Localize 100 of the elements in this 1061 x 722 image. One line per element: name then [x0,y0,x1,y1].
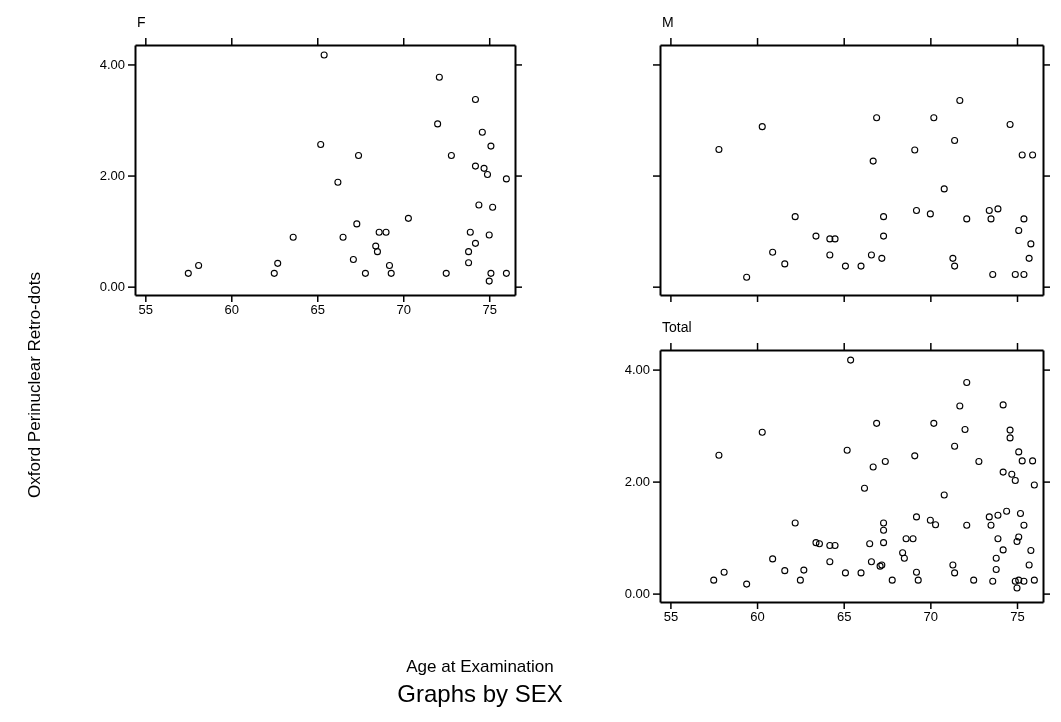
y-tick-label: 4.00 [624,362,650,378]
point [339,233,347,241]
point [434,120,442,128]
point [743,273,751,281]
x-tick-label: 60 [750,609,765,625]
point [361,269,369,277]
point [502,175,510,183]
y-tick-label: 2.00 [99,168,125,184]
point [951,262,959,270]
point [483,170,492,178]
point [353,220,361,228]
point [471,162,479,170]
point [912,207,921,215]
point [857,262,865,270]
point [487,142,495,150]
chart-title: Total [662,319,692,335]
point [769,248,777,256]
point [989,270,997,278]
x-tick-label: 55 [138,302,154,318]
y-tick-label: 4.00 [99,57,125,73]
point [471,95,479,103]
point [502,269,510,277]
point [489,203,497,211]
point [466,228,474,236]
point [1020,270,1028,278]
point [880,232,888,240]
y-tick-label: 0.00 [99,279,125,295]
point [404,214,412,222]
point [781,260,789,268]
point [930,114,938,122]
point [826,235,834,243]
point [873,114,881,122]
x-tick-label: 65 [310,302,325,318]
point [487,269,495,277]
point [471,239,479,247]
point [354,152,363,160]
point [994,205,1002,213]
point [465,259,473,267]
point [334,178,342,186]
point [270,269,278,277]
chart-title: F [137,14,146,30]
point [289,233,297,241]
point [963,215,971,223]
x-axis-title: Age at Examination [406,657,554,676]
point [869,157,877,165]
point [1029,151,1037,159]
point [926,210,934,218]
point [831,235,839,243]
x-tick-label: 60 [224,302,240,318]
point [447,152,455,160]
point [274,259,282,267]
point [940,185,948,193]
chart-title: M [662,14,674,30]
point [715,145,723,153]
point [1015,227,1023,235]
point [320,51,328,59]
point [1018,151,1026,159]
point [949,254,957,262]
point [812,232,820,240]
point [956,97,964,105]
point [985,207,993,215]
x-tick-label: 70 [396,302,411,318]
point [911,146,919,154]
point [485,277,493,285]
point [475,201,483,209]
y-tick-label: 0.00 [624,586,650,602]
point [826,251,834,259]
point [951,137,959,145]
x-tick-label: 75 [1010,609,1025,625]
point [442,269,450,277]
point [867,251,875,259]
point [987,215,995,223]
point [478,128,486,136]
point [372,242,380,250]
point [1020,215,1028,223]
point [435,73,443,81]
x-tick-label: 75 [482,302,497,318]
point [1006,120,1014,128]
point [184,269,192,277]
point [880,213,888,221]
point [382,228,390,236]
y-axis-title: Oxford Perinuclear Retro-dots [25,272,44,498]
point [758,123,766,131]
x-tick-label: 70 [923,609,939,625]
point [317,140,325,148]
point [1027,240,1035,248]
x-tick-label: 55 [663,609,679,625]
point [349,255,357,263]
point [841,262,849,270]
point [373,248,381,256]
point [485,231,493,239]
point [878,254,886,262]
point [791,213,799,221]
point [387,269,395,277]
point [480,164,488,172]
point [465,248,473,256]
point [375,228,383,236]
point [1025,254,1033,262]
y-tick-label: 2.00 [624,474,650,490]
point [385,262,394,270]
